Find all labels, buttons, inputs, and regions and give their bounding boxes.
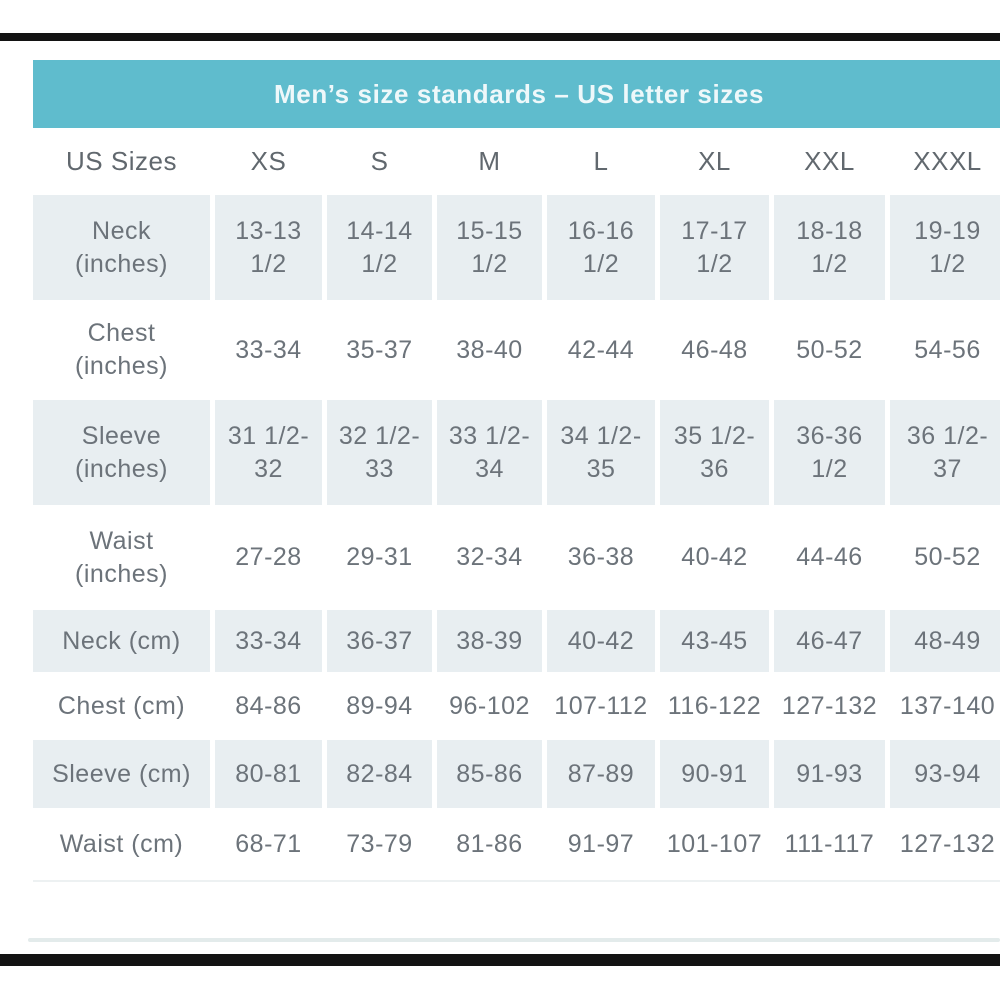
- size-cell: 116-122: [667, 691, 762, 720]
- size-cell: 107-112: [554, 691, 648, 720]
- size-cell: 127-132: [781, 691, 878, 720]
- row-label: Chest (cm): [57, 691, 186, 720]
- size-chart-table: Men’s size standards – US letter sizes U…: [28, 60, 1000, 880]
- table-row-neck-inches: Neck (inches) 13-13 1/2 14-14 1/2 15-15 …: [33, 195, 1000, 300]
- size-cell: 91-93: [774, 740, 885, 808]
- table-row-chest-inches: Chest (inches) 33-34 35-37 38-40 42-44 4…: [33, 300, 1000, 400]
- table-bottom-edge: [33, 880, 1000, 882]
- column-header-xl: XL: [660, 128, 769, 195]
- size-cell: 17-17 1/2: [660, 195, 769, 300]
- size-cell: 18-18 1/2: [774, 195, 885, 300]
- column-header-l: L: [547, 128, 655, 195]
- size-cell: 46-47: [774, 610, 885, 672]
- size-cell: 84-86: [235, 691, 302, 720]
- size-cell: 54-56: [914, 335, 981, 364]
- table-row-neck-cm: Neck (cm) 33-34 36-37 38-39 40-42 43-45 …: [33, 610, 1000, 672]
- size-cell: 33-34: [215, 610, 322, 672]
- row-label: Waist (cm): [59, 829, 184, 858]
- size-cell: 111-117: [784, 829, 875, 858]
- size-cell: 32-34: [456, 543, 523, 571]
- table-title: Men’s size standards – US letter sizes: [33, 60, 1000, 128]
- size-cell: 13-13 1/2: [215, 195, 322, 300]
- size-cell: 50-52: [796, 335, 863, 364]
- size-cell: 16-16 1/2: [547, 195, 655, 300]
- column-header-xxxl: XXXL: [890, 128, 1000, 195]
- size-cell: 40-42: [547, 610, 655, 672]
- size-cell: 68-71: [235, 829, 302, 858]
- size-cell: 96-102: [449, 691, 530, 720]
- size-cell: 32 1/2- 33: [327, 400, 432, 505]
- size-cell: 137-140: [899, 691, 996, 720]
- size-cell: 85-86: [437, 740, 542, 808]
- size-cell: 50-52: [914, 543, 981, 571]
- size-cell: 82-84: [327, 740, 432, 808]
- row-label: Neck (cm): [33, 610, 210, 672]
- size-cell: 36-36 1/2: [774, 400, 885, 505]
- size-cell: 93-94: [890, 740, 1000, 808]
- size-cell: 38-40: [456, 335, 523, 364]
- column-header-m: M: [437, 128, 542, 195]
- column-header-xxl: XXL: [774, 128, 885, 195]
- size-cell: 44-46: [796, 543, 863, 571]
- column-header-xs: XS: [215, 128, 322, 195]
- size-cell: 81-86: [456, 829, 523, 858]
- size-cell: 36-38: [567, 543, 635, 571]
- size-cell: 34 1/2- 35: [547, 400, 655, 505]
- size-cell: 43-45: [660, 610, 769, 672]
- size-cell: 15-15 1/2: [437, 195, 542, 300]
- row-label: Waist (inches): [75, 526, 168, 588]
- size-cell: 19-19 1/2: [890, 195, 1000, 300]
- size-cell: 35-37: [346, 335, 413, 364]
- size-cell: 42-44: [567, 335, 635, 364]
- size-cell: 36 1/2- 37: [890, 400, 1000, 505]
- size-cell: 89-94: [346, 691, 413, 720]
- size-cell: 90-91: [660, 740, 769, 808]
- row-label: Neck (inches): [33, 195, 210, 300]
- size-chart: Men’s size standards – US letter sizes U…: [28, 60, 1000, 880]
- size-cell: 36-37: [327, 610, 432, 672]
- size-cell: 127-132: [899, 829, 996, 858]
- row-label: Sleeve (cm): [33, 740, 210, 808]
- size-cell: 35 1/2- 36: [660, 400, 769, 505]
- row-label: Chest (inches): [75, 319, 168, 380]
- bottom-divider-bar: [0, 954, 1000, 966]
- row-label: Sleeve (inches): [33, 400, 210, 505]
- size-cell: 87-89: [547, 740, 655, 808]
- table-row-sleeve-cm: Sleeve (cm) 80-81 82-84 85-86 87-89 90-9…: [33, 740, 1000, 808]
- size-cell: 91-97: [567, 829, 635, 858]
- table-title-row: Men’s size standards – US letter sizes: [33, 60, 1000, 128]
- size-cell: 33 1/2- 34: [437, 400, 542, 505]
- column-header-row: US Sizes XS S M L XL XXL XXXL: [33, 128, 1000, 195]
- size-cell: 101-107: [666, 829, 763, 858]
- table-row-waist-cm: Waist (cm) 68-71 73-79 81-86 91-97 101-1…: [33, 808, 1000, 880]
- size-cell: 33-34: [235, 335, 302, 364]
- table-row-chest-cm: Chest (cm) 84-86 89-94 96-102 107-112 11…: [33, 672, 1000, 740]
- size-cell: 14-14 1/2: [327, 195, 432, 300]
- bottom-faint-line: [28, 938, 1000, 942]
- size-cell: 38-39: [437, 610, 542, 672]
- table-row-waist-inches: Waist (inches) 27-28 29-31 32-34 36-38 4…: [33, 505, 1000, 610]
- table-row-sleeve-inches: Sleeve (inches) 31 1/2- 32 32 1/2- 33 33…: [33, 400, 1000, 505]
- size-cell: 40-42: [681, 543, 748, 571]
- size-cell: 48-49: [890, 610, 1000, 672]
- size-cell: 27-28: [235, 543, 302, 571]
- size-cell: 46-48: [681, 335, 748, 364]
- column-header-s: S: [327, 128, 432, 195]
- size-cell: 80-81: [215, 740, 322, 808]
- column-header-us-sizes: US Sizes: [33, 128, 210, 195]
- size-cell: 73-79: [346, 829, 413, 858]
- top-divider-bar: [0, 33, 1000, 41]
- size-cell: 31 1/2- 32: [215, 400, 322, 505]
- size-cell: 29-31: [346, 543, 413, 571]
